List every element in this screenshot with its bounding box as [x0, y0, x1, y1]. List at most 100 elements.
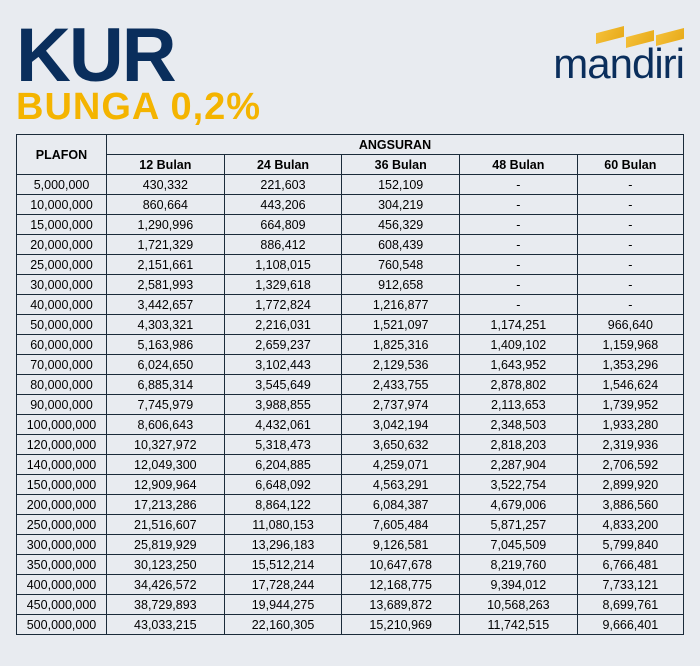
value-cell: 5,871,257: [460, 515, 578, 535]
value-cell: 38,729,893: [107, 595, 225, 615]
value-cell: -: [460, 275, 578, 295]
table-row: 30,000,0002,581,9931,329,618912,658--: [17, 275, 684, 295]
value-cell: 9,126,581: [342, 535, 460, 555]
value-cell: -: [577, 255, 683, 275]
plafon-cell: 25,000,000: [17, 255, 107, 275]
value-cell: 5,163,986: [107, 335, 225, 355]
plafon-cell: 80,000,000: [17, 375, 107, 395]
table-row: 120,000,00010,327,9725,318,4733,650,6322…: [17, 435, 684, 455]
value-cell: 9,394,012: [460, 575, 578, 595]
value-cell: 12,909,964: [107, 475, 225, 495]
table-row: 400,000,00034,426,57217,728,24412,168,77…: [17, 575, 684, 595]
value-cell: 1,739,952: [577, 395, 683, 415]
value-cell: 7,605,484: [342, 515, 460, 535]
value-cell: 2,433,755: [342, 375, 460, 395]
value-cell: 3,650,632: [342, 435, 460, 455]
value-cell: 2,151,661: [107, 255, 225, 275]
value-cell: 3,442,657: [107, 295, 225, 315]
value-cell: 2,818,203: [460, 435, 578, 455]
value-cell: 8,219,760: [460, 555, 578, 575]
plafon-cell: 15,000,000: [17, 215, 107, 235]
plafon-cell: 50,000,000: [17, 315, 107, 335]
value-cell: -: [460, 295, 578, 315]
table-row: 25,000,0002,151,6611,108,015760,548--: [17, 255, 684, 275]
value-cell: 6,885,314: [107, 375, 225, 395]
value-cell: 608,439: [342, 235, 460, 255]
value-cell: 1,409,102: [460, 335, 578, 355]
value-cell: 456,329: [342, 215, 460, 235]
value-cell: 1,825,316: [342, 335, 460, 355]
value-cell: 21,516,607: [107, 515, 225, 535]
plafon-cell: 450,000,000: [17, 595, 107, 615]
brand-logo: mandiri: [553, 26, 684, 88]
plafon-cell: 70,000,000: [17, 355, 107, 375]
value-cell: -: [460, 215, 578, 235]
value-cell: 1,216,877: [342, 295, 460, 315]
value-cell: 2,319,936: [577, 435, 683, 455]
value-cell: 5,799,840: [577, 535, 683, 555]
table-row: 10,000,000860,664443,206304,219--: [17, 195, 684, 215]
value-cell: 966,640: [577, 315, 683, 335]
table-row: 50,000,0004,303,3212,216,0311,521,0971,1…: [17, 315, 684, 335]
term-header: 12 Bulan: [107, 155, 225, 175]
table-row: 70,000,0006,024,6503,102,4432,129,5361,6…: [17, 355, 684, 375]
value-cell: 43,033,215: [107, 615, 225, 635]
plafon-cell: 250,000,000: [17, 515, 107, 535]
header: KUR BUNGA 0,2% mandiri: [16, 18, 684, 126]
plafon-cell: 100,000,000: [17, 415, 107, 435]
term-header: 36 Bulan: [342, 155, 460, 175]
value-cell: -: [577, 195, 683, 215]
value-cell: 10,327,972: [107, 435, 225, 455]
value-cell: 664,809: [224, 215, 342, 235]
table-row: 20,000,0001,721,329886,412608,439--: [17, 235, 684, 255]
value-cell: 11,742,515: [460, 615, 578, 635]
value-cell: 11,080,153: [224, 515, 342, 535]
value-cell: 8,864,122: [224, 495, 342, 515]
plafon-cell: 300,000,000: [17, 535, 107, 555]
value-cell: 5,318,473: [224, 435, 342, 455]
value-cell: 3,042,194: [342, 415, 460, 435]
value-cell: 4,563,291: [342, 475, 460, 495]
value-cell: 13,689,872: [342, 595, 460, 615]
value-cell: 4,303,321: [107, 315, 225, 335]
value-cell: -: [577, 235, 683, 255]
value-cell: 1,159,968: [577, 335, 683, 355]
value-cell: -: [577, 275, 683, 295]
title: KUR: [16, 18, 261, 94]
value-cell: 304,219: [342, 195, 460, 215]
value-cell: 4,833,200: [577, 515, 683, 535]
table-row: 200,000,00017,213,2868,864,1226,084,3874…: [17, 495, 684, 515]
value-cell: 6,648,092: [224, 475, 342, 495]
value-cell: 19,944,275: [224, 595, 342, 615]
value-cell: 8,606,643: [107, 415, 225, 435]
value-cell: 443,206: [224, 195, 342, 215]
value-cell: 15,210,969: [342, 615, 460, 635]
plafon-header: PLAFON: [17, 135, 107, 175]
value-cell: 6,766,481: [577, 555, 683, 575]
value-cell: 1,643,952: [460, 355, 578, 375]
plafon-cell: 10,000,000: [17, 195, 107, 215]
plafon-cell: 140,000,000: [17, 455, 107, 475]
subtitle: BUNGA 0,2%: [16, 88, 261, 126]
value-cell: -: [460, 235, 578, 255]
table-row: 150,000,00012,909,9646,648,0924,563,2913…: [17, 475, 684, 495]
plafon-cell: 120,000,000: [17, 435, 107, 455]
value-cell: 7,745,979: [107, 395, 225, 415]
value-cell: 1,772,824: [224, 295, 342, 315]
value-cell: 10,568,263: [460, 595, 578, 615]
table-row: 60,000,0005,163,9862,659,2371,825,3161,4…: [17, 335, 684, 355]
plafon-cell: 60,000,000: [17, 335, 107, 355]
value-cell: 886,412: [224, 235, 342, 255]
installment-table: PLAFON ANGSURAN 12 Bulan 24 Bulan 36 Bul…: [16, 134, 684, 635]
value-cell: 22,160,305: [224, 615, 342, 635]
table-row: 80,000,0006,885,3143,545,6492,433,7552,8…: [17, 375, 684, 395]
value-cell: 860,664: [107, 195, 225, 215]
value-cell: 9,666,401: [577, 615, 683, 635]
table-row: 100,000,0008,606,6434,432,0613,042,1942,…: [17, 415, 684, 435]
value-cell: 4,679,006: [460, 495, 578, 515]
plafon-cell: 200,000,000: [17, 495, 107, 515]
term-header-row: 12 Bulan 24 Bulan 36 Bulan 48 Bulan 60 B…: [17, 155, 684, 175]
value-cell: 13,296,183: [224, 535, 342, 555]
value-cell: 8,699,761: [577, 595, 683, 615]
value-cell: 221,603: [224, 175, 342, 195]
